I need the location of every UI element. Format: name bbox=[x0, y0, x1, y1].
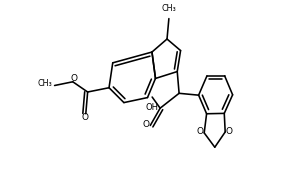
Text: CH₃: CH₃ bbox=[161, 4, 176, 13]
Text: O: O bbox=[143, 120, 150, 129]
Text: CH₃: CH₃ bbox=[37, 79, 52, 88]
Text: O: O bbox=[81, 113, 88, 122]
Text: O: O bbox=[226, 127, 233, 136]
Text: O: O bbox=[196, 127, 204, 136]
Text: OH: OH bbox=[145, 103, 158, 112]
Text: O: O bbox=[71, 74, 78, 83]
